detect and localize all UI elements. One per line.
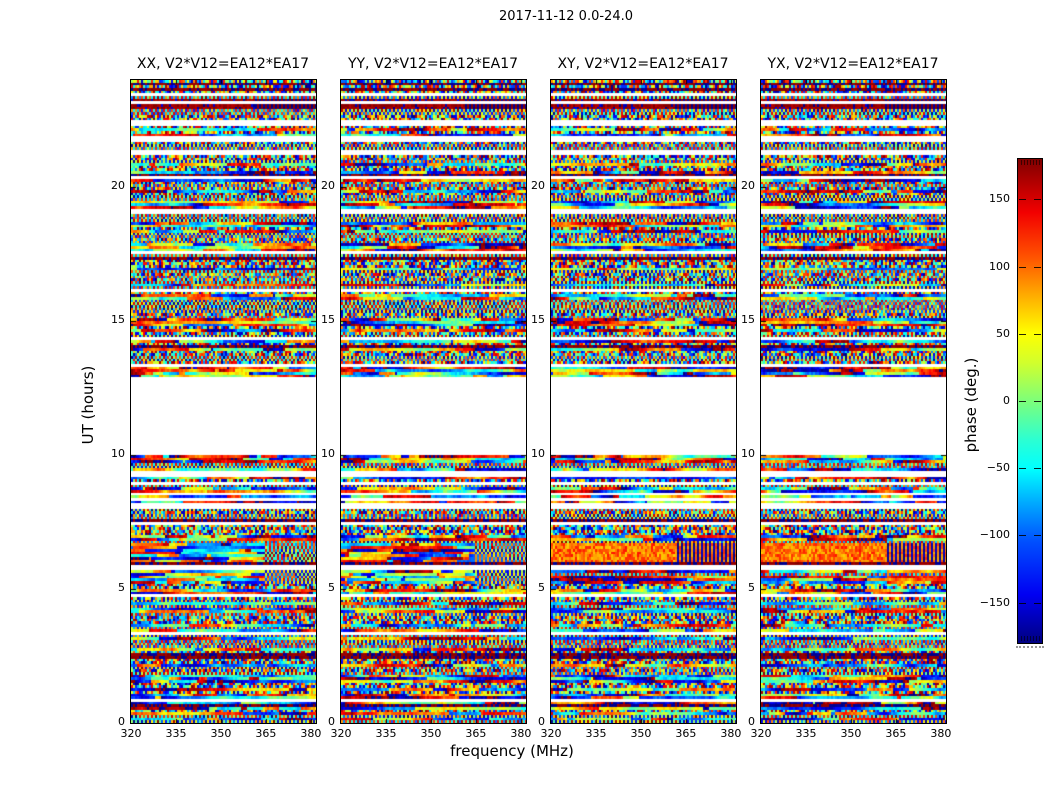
phase-heatmap-canvas-yx xyxy=(761,80,946,723)
panel-title-xy: XY, V2*V12=EA12*EA17 xyxy=(557,56,729,72)
x-tick-label: 335 xyxy=(585,727,607,740)
phase-heatmap-canvas-xx xyxy=(131,80,316,723)
y-tick-label: 5 xyxy=(748,581,755,595)
y-tick-label: 0 xyxy=(328,715,335,728)
x-tick-label: 365 xyxy=(885,727,907,740)
colorbar-tick-mark xyxy=(1019,199,1026,201)
colorbar-minor-mark xyxy=(1039,636,1040,641)
colorbar-tick-mark xyxy=(1019,266,1026,268)
colorbar-minor-mark xyxy=(1039,160,1040,165)
colorbar-tick-mark xyxy=(1019,401,1026,402)
phase-heatmap-canvas-xy xyxy=(551,80,736,723)
figure-title: 2017-11-12 0.0-24.0 xyxy=(499,9,633,24)
x-tick-label: 320 xyxy=(330,727,352,740)
y-tick-label: 20 xyxy=(741,179,755,193)
x-tick-label: 365 xyxy=(465,727,487,740)
x-tick-label: 350 xyxy=(420,727,442,740)
colorbar-minor-mark xyxy=(1024,636,1025,641)
x-tick-label: 335 xyxy=(375,727,397,740)
y-tick-label: 0 xyxy=(538,715,545,728)
panel-xx xyxy=(130,79,317,724)
panel-title-yx: YX, V2*V12=EA12*EA17 xyxy=(767,56,939,72)
colorbar-tick-mark xyxy=(1034,602,1041,604)
colorbar-tick-label: 50 xyxy=(996,326,1010,340)
colorbar-tick-mark xyxy=(1019,333,1026,335)
y-tick-label: 0 xyxy=(748,715,755,728)
x-tick-label: 320 xyxy=(540,727,562,740)
colorbar-tick-mark xyxy=(1034,535,1041,537)
y-tick-label: 10 xyxy=(321,447,335,461)
x-tick-label: 380 xyxy=(300,727,322,740)
x-tick-label: 335 xyxy=(795,727,817,740)
x-tick-label: 335 xyxy=(165,727,187,740)
x-tick-label: 380 xyxy=(720,727,742,740)
y-axis-label: UT (hours) xyxy=(79,365,97,445)
x-tick-label: 320 xyxy=(120,727,142,740)
x-tick-label: 380 xyxy=(930,727,952,740)
colorbar-tick-mark xyxy=(1019,535,1026,537)
colorbar-tick-label: 0 xyxy=(1003,394,1010,407)
x-tick-label: 350 xyxy=(210,727,232,740)
colorbar-tick-mark xyxy=(1034,266,1041,268)
y-tick-label: 10 xyxy=(741,447,755,461)
colorbar-tick-label: 100 xyxy=(989,259,1010,273)
colorbar-minor-mark xyxy=(1030,160,1031,165)
y-tick-label: 15 xyxy=(531,313,545,327)
x-tick-label: 365 xyxy=(675,727,697,740)
colorbar-tick-label: −150 xyxy=(979,595,1010,609)
y-tick-label: 0 xyxy=(118,715,125,728)
y-tick-label: 20 xyxy=(321,179,335,193)
colorbar-tick-mark xyxy=(1019,468,1026,470)
colorbar-tick-mark xyxy=(1034,401,1041,402)
colorbar-minor-mark xyxy=(1021,160,1022,165)
phase-heatmap-canvas-yy xyxy=(341,80,526,723)
y-tick-label: 15 xyxy=(321,313,335,327)
colorbar-minor-mark xyxy=(1036,160,1037,165)
x-axis-label: frequency (MHz) xyxy=(450,742,574,760)
x-tick-label: 320 xyxy=(750,727,772,740)
y-tick-label: 10 xyxy=(531,447,545,461)
panel-title-xx: XX, V2*V12=EA12*EA17 xyxy=(136,56,310,72)
x-tick-label: 365 xyxy=(255,727,277,740)
panel-xy xyxy=(550,79,737,724)
y-tick-label: 10 xyxy=(111,447,125,461)
x-tick-label: 380 xyxy=(510,727,532,740)
colorbar-tick-mark xyxy=(1034,333,1041,335)
x-tick-label: 350 xyxy=(840,727,862,740)
colorbar-edge-dots xyxy=(1016,646,1044,648)
y-tick-label: 5 xyxy=(328,581,335,595)
y-tick-label: 15 xyxy=(111,313,125,327)
colorbar-minor-mark xyxy=(1027,636,1028,641)
y-tick-label: 5 xyxy=(538,581,545,595)
x-tick-label: 350 xyxy=(630,727,652,740)
colorbar-tick-label: −50 xyxy=(986,461,1010,475)
y-tick-label: 5 xyxy=(118,581,125,595)
colorbar-minor-mark xyxy=(1036,636,1037,641)
colorbar-minor-mark xyxy=(1033,160,1034,165)
colorbar-tick-label: 150 xyxy=(989,192,1010,206)
colorbar-tick-mark xyxy=(1019,602,1026,604)
y-tick-label: 20 xyxy=(531,179,545,193)
colorbar-tick-label: −100 xyxy=(979,528,1010,542)
colorbar-tick-mark xyxy=(1034,468,1041,470)
panel-yy xyxy=(340,79,527,724)
y-tick-label: 15 xyxy=(741,313,755,327)
colorbar-minor-mark xyxy=(1021,636,1022,641)
colorbar-minor-mark xyxy=(1024,160,1025,165)
colorbar-minor-mark xyxy=(1027,160,1028,165)
y-tick-label: 20 xyxy=(111,179,125,193)
colorbar-minor-mark xyxy=(1030,636,1031,641)
colorbar-tick-mark xyxy=(1034,199,1041,201)
panel-title-yy: YY, V2*V12=EA12*EA17 xyxy=(347,56,519,72)
colorbar-minor-mark xyxy=(1033,636,1034,641)
panel-yx xyxy=(760,79,947,724)
